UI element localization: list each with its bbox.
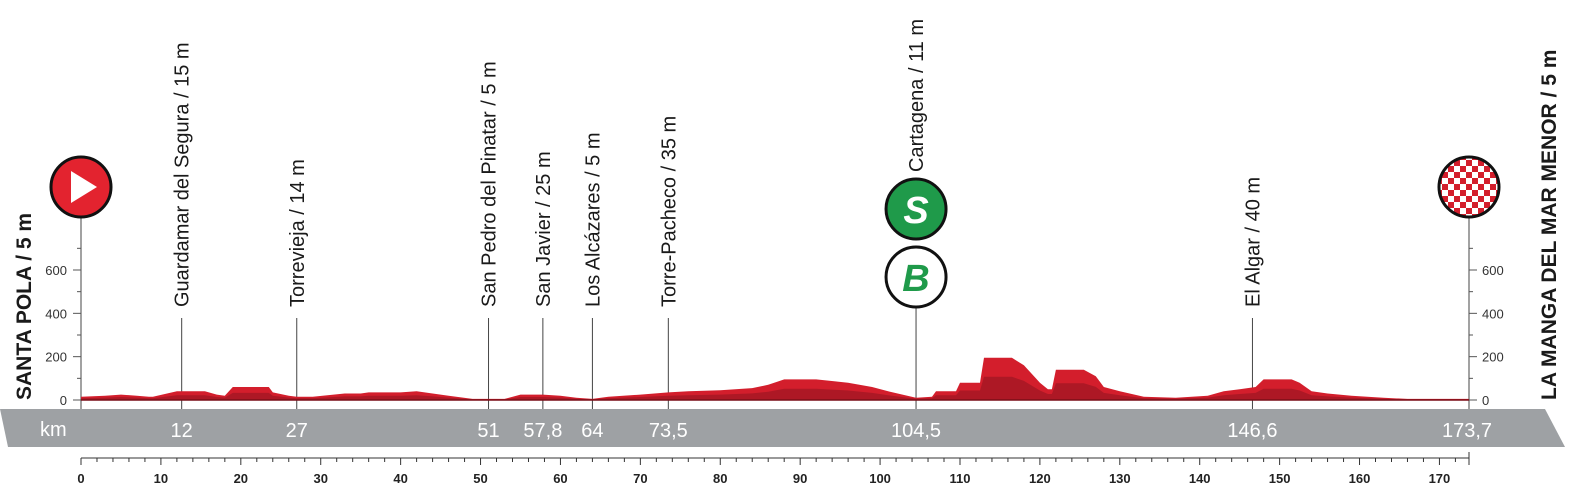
waypoint-label: Cartagena / 11 m — [906, 19, 928, 172]
x-tick-label: 70 — [633, 471, 647, 486]
x-axis: 0 10 20 30 40 50 60 70 80 90 100 110 120 130 140 150 160… — [77, 452, 1470, 486]
waypoint-labels: Guardamar del Segura / 15 m Torrevieja / … — [172, 19, 1265, 307]
elevation-shade — [81, 376, 1469, 400]
start-label: SANTA POLA / 5 m — [13, 213, 36, 400]
x-tick-label: 90 — [793, 471, 807, 486]
waypoint-label: San Javier / 25 m — [533, 151, 555, 307]
waypoint-label: Torrevieja / 14 m — [287, 159, 309, 307]
finish-marker — [1437, 155, 1501, 219]
badge-letter: B — [902, 258, 929, 300]
y-tick-label-right: 400 — [1482, 306, 1504, 321]
x-tick-label: 40 — [393, 471, 407, 486]
waypoint-km-label: 51 — [477, 420, 499, 442]
x-tick-label: 120 — [1029, 471, 1051, 486]
x-tick-label: 10 — [154, 471, 168, 486]
y-tick-label-left: 200 — [45, 350, 67, 365]
badge-letter: S — [903, 190, 928, 232]
x-tick-label: 100 — [869, 471, 891, 486]
x-tick-label: 50 — [473, 471, 487, 486]
waypoint-km-label: 12 — [171, 420, 193, 442]
finish-flag-icon — [1437, 155, 1501, 219]
waypoint-label: Los Alcázares / 5 m — [582, 132, 604, 307]
waypoint-km-label: 146,6 — [1227, 420, 1277, 442]
y-tick-label-left: 600 — [45, 263, 67, 278]
waypoint-km-label: 104,5 — [891, 420, 941, 442]
x-tick-label: 110 — [949, 471, 970, 486]
waypoint-badges: SB — [884, 177, 948, 309]
x-tick-label: 0 — [77, 471, 84, 486]
x-tick-label: 30 — [313, 471, 327, 486]
x-tick-label: 160 — [1349, 471, 1371, 486]
sprint-badge-icon — [884, 177, 948, 241]
waypoint-label: El Algar / 40 m — [1242, 177, 1264, 307]
y-tick-label-right: 0 — [1482, 393, 1489, 408]
waypoint-label: Torre-Pacheco / 35 m — [658, 116, 680, 307]
waypoint-label: San Pedro del Pinatar / 5 m — [479, 61, 501, 307]
x-tick-label: 130 — [1109, 471, 1131, 486]
waypoint-km-label: 57,8 — [523, 420, 562, 442]
y-tick-label-right: 200 — [1482, 350, 1504, 365]
x-tick-label: 150 — [1269, 471, 1291, 486]
y-tick-label-right: 600 — [1482, 263, 1504, 278]
x-tick-label: 60 — [553, 471, 567, 486]
waypoint-km-label: 73,5 — [649, 420, 688, 442]
km-unit-label: km — [40, 419, 67, 441]
start-marker — [49, 155, 113, 219]
waypoint-km-label: 27 — [286, 420, 308, 442]
waypoint-km-labels: 12 27 51 57,8 64 73,5 104,5 146,6 173,7 — [171, 420, 1492, 442]
km-band — [0, 409, 1565, 447]
waypoint-label: Guardamar del Segura / 15 m — [172, 42, 194, 307]
y-axis-left: 0 200 400 600 — [45, 247, 81, 408]
finish-km-label: 173,7 — [1442, 420, 1492, 442]
finish-label: LA MANGA DEL MAR MENOR / 5 m — [1538, 50, 1561, 400]
x-tick-label: 170 — [1429, 471, 1451, 486]
y-tick-label-left: 0 — [60, 393, 67, 408]
x-tick-label: 20 — [234, 471, 248, 486]
elevation-profile — [81, 357, 1469, 401]
play-icon — [71, 171, 97, 203]
y-axis-right: 0 200 400 600 — [1469, 247, 1504, 408]
x-tick-label: 80 — [713, 471, 727, 486]
y-tick-label-left: 400 — [45, 306, 67, 321]
x-tick-label: 140 — [1189, 471, 1211, 486]
bonus-badge-icon — [884, 245, 948, 309]
waypoint-km-label: 64 — [581, 420, 603, 442]
